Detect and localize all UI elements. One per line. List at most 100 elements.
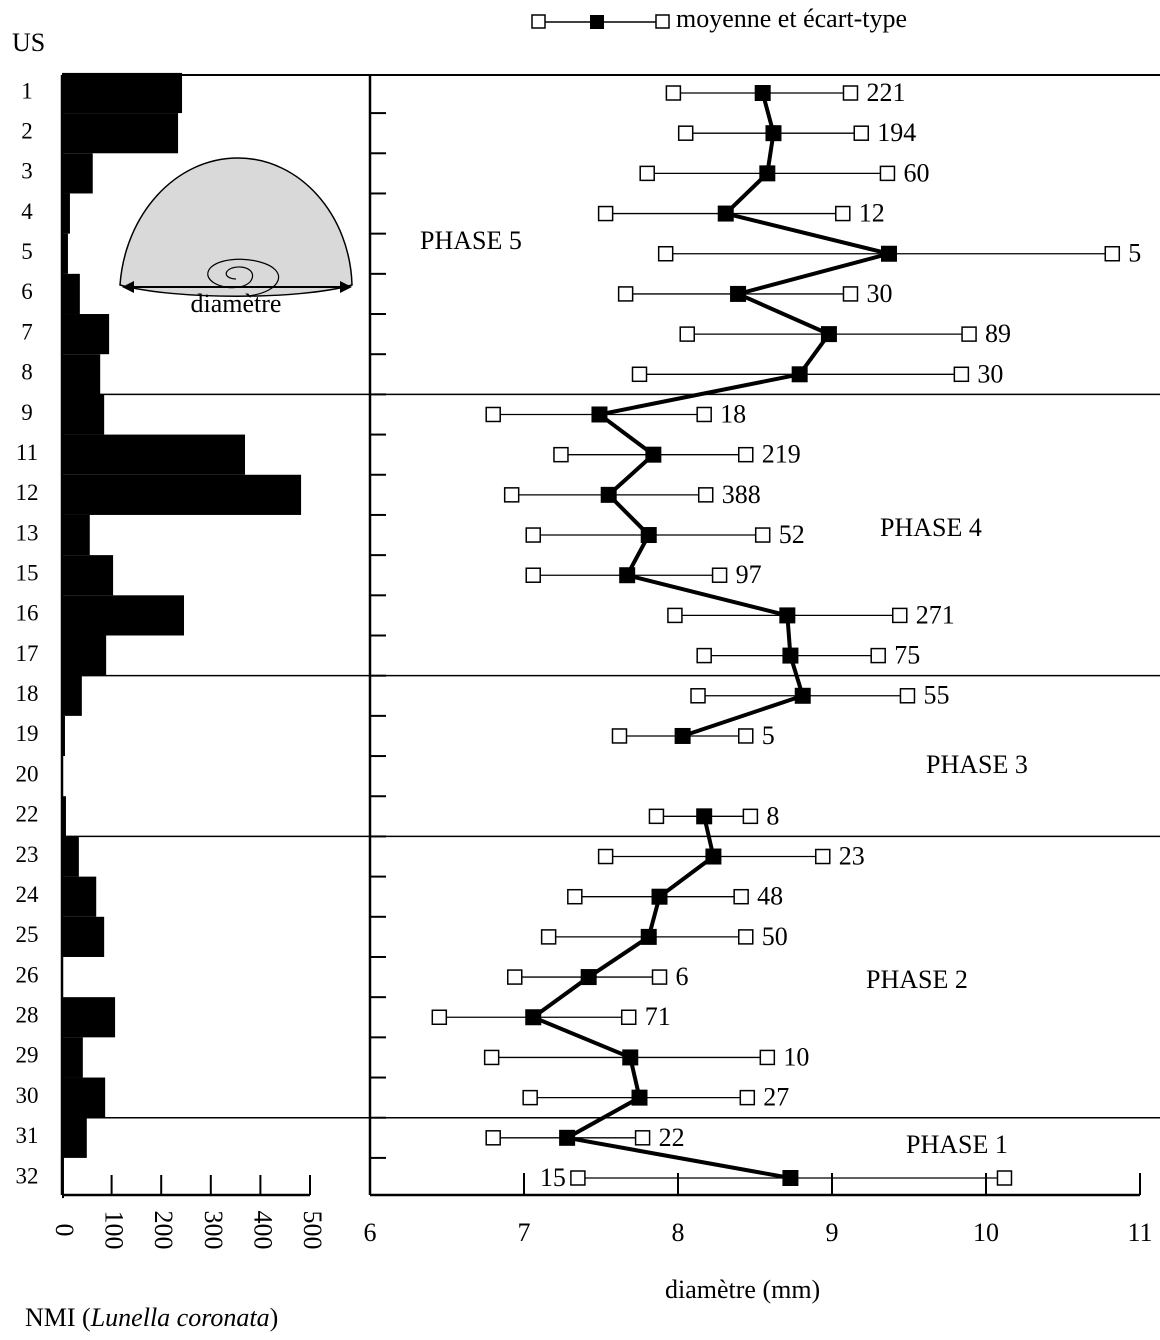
y-tick-label: 2	[21, 118, 33, 143]
mean-marker	[754, 85, 771, 101]
count-label: 89	[985, 319, 1011, 348]
y-tick-label: 12	[16, 480, 39, 505]
high-marker	[953, 366, 970, 383]
bar	[62, 675, 82, 716]
bar	[62, 273, 80, 315]
count-label: 50	[762, 922, 788, 951]
mean-marker	[880, 245, 897, 262]
high-marker	[842, 85, 859, 101]
count-label: 55	[923, 681, 949, 710]
count-label: 12	[859, 199, 885, 228]
high-marker	[892, 607, 908, 624]
y-tick-label: 16	[16, 601, 39, 626]
bar	[62, 796, 66, 837]
x-tick-label: 11	[1127, 1218, 1152, 1247]
bar	[62, 997, 116, 1038]
count-label: 5	[1128, 239, 1141, 268]
mean-marker	[645, 446, 662, 463]
bar	[62, 153, 93, 194]
high-marker	[815, 848, 831, 865]
x-tick-label: 10	[973, 1218, 999, 1247]
bar	[62, 1117, 87, 1158]
y-tick-label: 24	[16, 882, 40, 907]
mean-marker	[619, 567, 636, 584]
mean-marker	[651, 888, 668, 905]
mean-marker	[765, 125, 782, 142]
bar	[62, 956, 63, 998]
x-axis-title: diamètre (mm)	[665, 1275, 820, 1304]
low-marker	[665, 85, 682, 101]
count-label: 71	[645, 1002, 671, 1031]
y-tick-label: 1	[21, 78, 33, 103]
y-tick-label: 31	[16, 1123, 39, 1148]
mean-marker	[696, 808, 713, 825]
count-label: 15	[540, 1163, 566, 1192]
high-marker	[634, 1130, 651, 1146]
x-tick-label: 100	[100, 1211, 129, 1250]
high-marker	[742, 808, 759, 825]
count-label: 271	[916, 600, 955, 629]
y-tick-label: 29	[16, 1043, 39, 1068]
x-tick-label: 7	[518, 1218, 531, 1247]
y-tick-label: 4	[21, 199, 33, 224]
count-label: 194	[877, 118, 916, 147]
y-tick-label: 6	[21, 279, 33, 304]
x-tick-label: 6	[364, 1218, 377, 1247]
mean-marker	[759, 165, 776, 182]
count-label: 22	[659, 1123, 685, 1152]
mean-marker	[591, 406, 608, 423]
count-label: 52	[779, 520, 805, 549]
phase-label: PHASE 5	[420, 226, 522, 255]
x-tick-label: 400	[248, 1211, 277, 1250]
bar	[62, 1157, 64, 1199]
high-marker	[711, 567, 728, 583]
high-marker	[842, 286, 859, 302]
y-tick-label: 9	[21, 400, 33, 425]
high-marker	[739, 1089, 756, 1106]
y-tick-label: 8	[21, 360, 33, 385]
bar	[62, 836, 79, 877]
low-marker	[540, 929, 557, 945]
high-marker	[651, 969, 668, 985]
mean-marker	[640, 928, 657, 945]
mean-marker	[600, 486, 617, 503]
low-marker	[483, 1049, 500, 1066]
low-marker	[597, 848, 614, 865]
y-tick-label: 23	[16, 842, 39, 867]
shell-icon: diamètre	[119, 157, 353, 318]
high-marker	[696, 406, 712, 423]
low-marker	[639, 165, 655, 182]
bar	[62, 1037, 83, 1078]
x-tick-label: 500	[298, 1211, 327, 1250]
count-label: 60	[903, 158, 929, 187]
mean-marker	[580, 969, 597, 986]
bar	[62, 113, 179, 154]
bar	[62, 635, 107, 676]
low-marker	[611, 728, 628, 744]
phase-label: PHASE 4	[880, 513, 982, 542]
x-tick-label: 8	[672, 1218, 685, 1247]
count-label: 23	[839, 841, 865, 870]
high-marker	[899, 688, 916, 704]
phase-label: PHASE 1	[906, 1130, 1008, 1159]
bar	[62, 474, 302, 515]
bar	[62, 72, 183, 114]
bar	[62, 394, 105, 435]
high-marker	[733, 888, 749, 905]
low-marker	[485, 1130, 501, 1146]
mean-marker	[674, 727, 691, 744]
y-tick-label: 20	[16, 761, 39, 786]
x-tick-label: 9	[826, 1218, 839, 1247]
y-tick-label: 18	[16, 681, 39, 706]
mean-marker	[794, 687, 811, 704]
low-marker	[507, 969, 523, 985]
x-tick-label: 300	[199, 1211, 228, 1250]
count-label: 8	[766, 801, 779, 830]
mean-marker	[791, 366, 808, 383]
y-tick-label: 30	[16, 1083, 39, 1108]
count-label: 30	[977, 359, 1003, 388]
y-tick-label: 26	[16, 962, 39, 987]
legend: moyenne et écart-type	[531, 4, 907, 33]
